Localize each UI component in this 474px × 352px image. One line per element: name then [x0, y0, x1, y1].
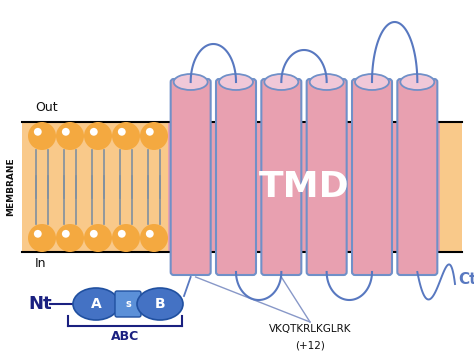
Circle shape: [90, 128, 98, 136]
Circle shape: [118, 128, 126, 136]
Bar: [22, 122, 462, 252]
Text: Ct: Ct: [458, 271, 474, 287]
Circle shape: [112, 224, 140, 252]
Text: s: s: [125, 299, 131, 309]
Text: In: In: [35, 257, 46, 270]
Circle shape: [146, 230, 154, 238]
Circle shape: [28, 224, 56, 252]
Circle shape: [56, 122, 84, 150]
Circle shape: [28, 122, 56, 150]
Circle shape: [140, 224, 168, 252]
Text: MEMBRANE: MEMBRANE: [7, 158, 16, 216]
Ellipse shape: [173, 74, 208, 90]
Circle shape: [62, 230, 70, 238]
Circle shape: [112, 122, 140, 150]
Circle shape: [90, 230, 98, 238]
Text: VKQTKRLKGLRK: VKQTKRLKGLRK: [269, 324, 351, 334]
FancyBboxPatch shape: [171, 79, 210, 275]
FancyBboxPatch shape: [216, 79, 256, 275]
Ellipse shape: [401, 74, 434, 90]
Circle shape: [84, 224, 112, 252]
Ellipse shape: [219, 74, 253, 90]
Text: Out: Out: [35, 101, 58, 114]
Text: B: B: [155, 297, 165, 311]
Circle shape: [140, 122, 168, 150]
FancyBboxPatch shape: [397, 79, 438, 275]
Ellipse shape: [355, 74, 389, 90]
Ellipse shape: [73, 288, 119, 320]
Circle shape: [62, 128, 70, 136]
Text: TMD: TMD: [259, 170, 349, 204]
FancyBboxPatch shape: [307, 79, 346, 275]
Circle shape: [118, 230, 126, 238]
Circle shape: [146, 128, 154, 136]
FancyBboxPatch shape: [261, 79, 301, 275]
FancyBboxPatch shape: [115, 291, 141, 317]
Ellipse shape: [264, 74, 298, 90]
Circle shape: [34, 230, 42, 238]
Circle shape: [56, 224, 84, 252]
Text: ABC: ABC: [111, 330, 139, 343]
Circle shape: [84, 122, 112, 150]
Bar: [168, 122, 440, 252]
FancyBboxPatch shape: [352, 79, 392, 275]
Text: (+12): (+12): [295, 340, 325, 350]
Ellipse shape: [310, 74, 344, 90]
Text: A: A: [91, 297, 101, 311]
Circle shape: [34, 128, 42, 136]
Ellipse shape: [137, 288, 183, 320]
Text: Nt: Nt: [28, 295, 52, 313]
